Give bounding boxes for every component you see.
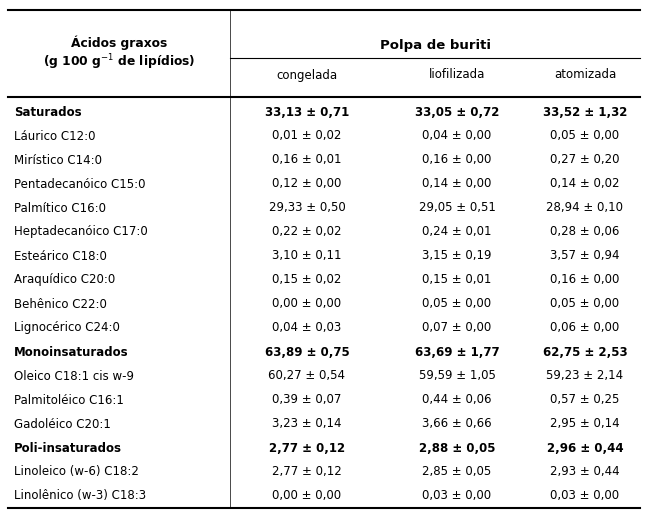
Text: 33,05 ± 0,72: 33,05 ± 0,72 xyxy=(415,106,499,119)
Text: 0,03 ± 0,00: 0,03 ± 0,00 xyxy=(550,489,619,502)
Text: Saturados: Saturados xyxy=(14,106,82,119)
Text: 28,94 ± 0,10: 28,94 ± 0,10 xyxy=(546,201,623,214)
Text: 59,59 ± 1,05: 59,59 ± 1,05 xyxy=(419,370,496,383)
Text: 0,04 ± 0,03: 0,04 ± 0,03 xyxy=(272,321,341,334)
Text: 0,24 ± 0,01: 0,24 ± 0,01 xyxy=(422,226,492,239)
Text: Lignocérico C24:0: Lignocérico C24:0 xyxy=(14,321,120,334)
Text: 0,28 ± 0,06: 0,28 ± 0,06 xyxy=(550,226,619,239)
Text: 0,16 ± 0,00: 0,16 ± 0,00 xyxy=(550,274,619,287)
Text: 59,23 ± 2,14: 59,23 ± 2,14 xyxy=(546,370,623,383)
Text: Esteárico C18:0: Esteárico C18:0 xyxy=(14,250,107,263)
Text: Linoleico (w-6) C18:2: Linoleico (w-6) C18:2 xyxy=(14,465,139,478)
Text: 62,75 ± 2,53: 62,75 ± 2,53 xyxy=(542,345,627,358)
Text: 3,15 ± 0,19: 3,15 ± 0,19 xyxy=(422,250,492,263)
Text: Oleico C18:1 cis w-9: Oleico C18:1 cis w-9 xyxy=(14,370,134,383)
Text: 0,16 ± 0,00: 0,16 ± 0,00 xyxy=(422,153,492,166)
Text: 0,15 ± 0,01: 0,15 ± 0,01 xyxy=(422,274,492,287)
Text: 2,95 ± 0,14: 2,95 ± 0,14 xyxy=(550,418,620,431)
Text: Behênico C22:0: Behênico C22:0 xyxy=(14,297,107,310)
Text: liofilizada: liofilizada xyxy=(429,69,485,82)
Text: 0,01 ± 0,02: 0,01 ± 0,02 xyxy=(272,129,341,142)
Text: Poli-insaturados: Poli-insaturados xyxy=(14,441,122,454)
Text: Linolênico (w-3) C18:3: Linolênico (w-3) C18:3 xyxy=(14,489,146,502)
Text: 2,96 ± 0,44: 2,96 ± 0,44 xyxy=(547,441,623,454)
Text: 33,52 ± 1,32: 33,52 ± 1,32 xyxy=(543,106,627,119)
Text: congelada: congelada xyxy=(277,69,338,82)
Text: Pentadecanóico C15:0: Pentadecanóico C15:0 xyxy=(14,177,146,190)
Text: Láurico C12:0: Láurico C12:0 xyxy=(14,129,95,142)
Text: 0,39 ± 0,07: 0,39 ± 0,07 xyxy=(272,394,341,407)
Text: 0,05 ± 0,00: 0,05 ± 0,00 xyxy=(422,297,492,310)
Text: Heptadecanóico C17:0: Heptadecanóico C17:0 xyxy=(14,226,148,239)
Text: Polpa de buriti: Polpa de buriti xyxy=(380,38,491,51)
Text: 29,33 ± 0,50: 29,33 ± 0,50 xyxy=(269,201,345,214)
Text: 0,14 ± 0,00: 0,14 ± 0,00 xyxy=(422,177,492,190)
Text: 3,57 ± 0,94: 3,57 ± 0,94 xyxy=(550,250,619,263)
Text: 2,85 ± 0,05: 2,85 ± 0,05 xyxy=(422,465,492,478)
Text: 2,77 ± 0,12: 2,77 ± 0,12 xyxy=(269,441,345,454)
Text: 60,27 ± 0,54: 60,27 ± 0,54 xyxy=(268,370,345,383)
Text: 3,23 ± 0,14: 3,23 ± 0,14 xyxy=(272,418,341,431)
Text: 2,88 ± 0,05: 2,88 ± 0,05 xyxy=(419,441,495,454)
Text: 0,05 ± 0,00: 0,05 ± 0,00 xyxy=(550,297,619,310)
Text: Palmitoléico C16:1: Palmitoléico C16:1 xyxy=(14,394,124,407)
Text: 63,89 ± 0,75: 63,89 ± 0,75 xyxy=(264,345,349,358)
Text: Mirístico C14:0: Mirístico C14:0 xyxy=(14,153,102,166)
Text: Palmítico C16:0: Palmítico C16:0 xyxy=(14,201,106,214)
Text: Gadoléico C20:1: Gadoléico C20:1 xyxy=(14,418,111,431)
Text: 29,05 ± 0,51: 29,05 ± 0,51 xyxy=(419,201,496,214)
Text: 0,03 ± 0,00: 0,03 ± 0,00 xyxy=(422,489,492,502)
Text: 0,12 ± 0,00: 0,12 ± 0,00 xyxy=(272,177,341,190)
Text: 0,06 ± 0,00: 0,06 ± 0,00 xyxy=(550,321,619,334)
Text: atomizada: atomizada xyxy=(554,69,616,82)
Text: 3,10 ± 0,11: 3,10 ± 0,11 xyxy=(272,250,341,263)
Text: 0,00 ± 0,00: 0,00 ± 0,00 xyxy=(272,297,341,310)
Text: 0,14 ± 0,02: 0,14 ± 0,02 xyxy=(550,177,619,190)
Text: 0,16 ± 0,01: 0,16 ± 0,01 xyxy=(272,153,341,166)
Text: 63,69 ± 1,77: 63,69 ± 1,77 xyxy=(415,345,500,358)
Text: Ácidos graxos
(g 100 g$^{-1}$ de lipídios): Ácidos graxos (g 100 g$^{-1}$ de lipídio… xyxy=(43,35,195,72)
Text: 0,27 ± 0,20: 0,27 ± 0,20 xyxy=(550,153,619,166)
Text: 3,66 ± 0,66: 3,66 ± 0,66 xyxy=(422,418,492,431)
Text: 0,44 ± 0,06: 0,44 ± 0,06 xyxy=(422,394,492,407)
Text: 0,57 ± 0,25: 0,57 ± 0,25 xyxy=(550,394,619,407)
Text: 0,04 ± 0,00: 0,04 ± 0,00 xyxy=(422,129,492,142)
Text: 0,15 ± 0,02: 0,15 ± 0,02 xyxy=(272,274,341,287)
Text: 0,22 ± 0,02: 0,22 ± 0,02 xyxy=(272,226,341,239)
Text: 0,00 ± 0,00: 0,00 ± 0,00 xyxy=(272,489,341,502)
Text: Monoinsaturados: Monoinsaturados xyxy=(14,345,128,358)
Text: 33,13 ± 0,71: 33,13 ± 0,71 xyxy=(265,106,349,119)
Text: 0,05 ± 0,00: 0,05 ± 0,00 xyxy=(550,129,619,142)
Text: 2,77 ± 0,12: 2,77 ± 0,12 xyxy=(272,465,342,478)
Text: Araquídico C20:0: Araquídico C20:0 xyxy=(14,274,115,287)
Text: 2,93 ± 0,44: 2,93 ± 0,44 xyxy=(550,465,620,478)
Text: 0,07 ± 0,00: 0,07 ± 0,00 xyxy=(422,321,492,334)
